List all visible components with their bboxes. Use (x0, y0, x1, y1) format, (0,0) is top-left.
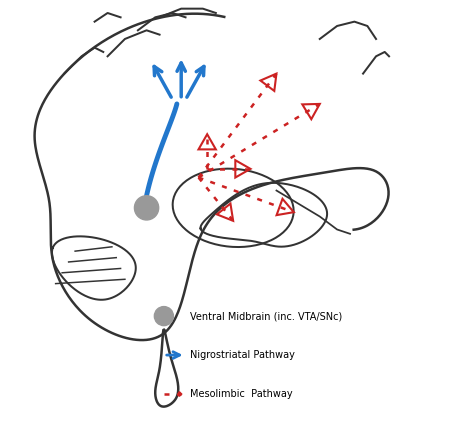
Text: Ventral Midbrain (inc. VTA/SNc): Ventral Midbrain (inc. VTA/SNc) (190, 311, 342, 321)
Circle shape (154, 307, 173, 326)
Text: Nigrostriatal Pathway: Nigrostriatal Pathway (190, 350, 295, 360)
Text: Mesolimbic  Pathway: Mesolimbic Pathway (190, 389, 292, 399)
Circle shape (134, 196, 158, 220)
